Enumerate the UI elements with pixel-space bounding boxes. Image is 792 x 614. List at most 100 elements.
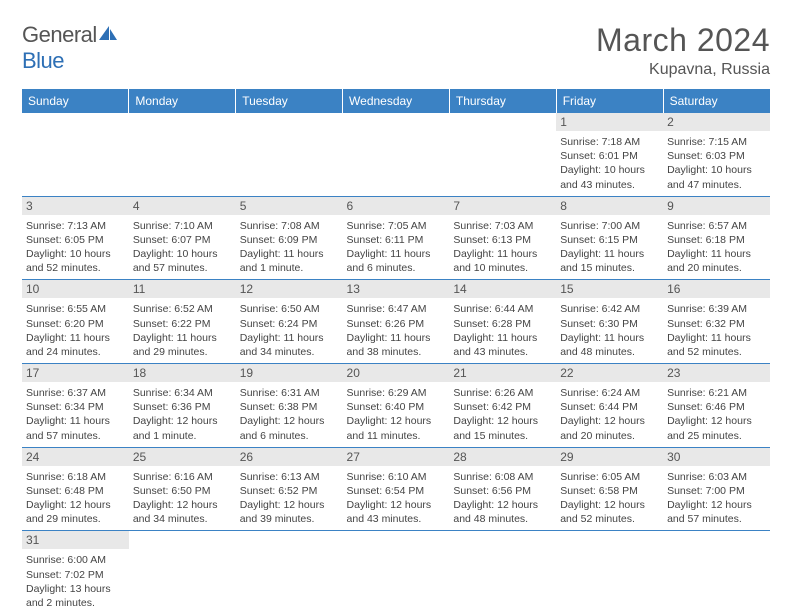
sunset-text: Sunset: 6:26 PM (347, 317, 446, 331)
weekday-header: Sunday (22, 89, 129, 113)
sunset-text: Sunset: 6:56 PM (453, 484, 552, 498)
day-number (129, 113, 236, 131)
calendar-day-cell: 19Sunrise: 6:31 AMSunset: 6:38 PMDayligh… (236, 364, 343, 448)
header: GeneralBlue March 2024 Kupavna, Russia (22, 22, 770, 79)
day-details: Sunrise: 7:15 AMSunset: 6:03 PMDaylight:… (663, 133, 770, 196)
sunset-text: Sunset: 6:32 PM (667, 317, 766, 331)
calendar-day-cell: 31Sunrise: 6:00 AMSunset: 7:02 PMDayligh… (22, 531, 129, 614)
day-number (343, 531, 450, 549)
daylight-text: Daylight: 11 hours and 6 minutes. (347, 247, 446, 275)
day-number (236, 531, 343, 549)
daylight-text: Daylight: 11 hours and 34 minutes. (240, 331, 339, 359)
day-details: Sunrise: 6:42 AMSunset: 6:30 PMDaylight:… (556, 300, 663, 363)
sunset-text: Sunset: 6:28 PM (453, 317, 552, 331)
sunrise-text: Sunrise: 6:34 AM (133, 386, 232, 400)
daylight-text: Daylight: 11 hours and 43 minutes. (453, 331, 552, 359)
daylight-text: Daylight: 11 hours and 38 minutes. (347, 331, 446, 359)
sunset-text: Sunset: 6:30 PM (560, 317, 659, 331)
calendar-day-cell: 22Sunrise: 6:24 AMSunset: 6:44 PMDayligh… (556, 364, 663, 448)
weekday-header: Tuesday (236, 89, 343, 113)
calendar-day-cell: 11Sunrise: 6:52 AMSunset: 6:22 PMDayligh… (129, 280, 236, 364)
daylight-text: Daylight: 13 hours and 2 minutes. (26, 582, 125, 610)
daylight-text: Daylight: 11 hours and 57 minutes. (26, 414, 125, 442)
calendar-day-cell (129, 531, 236, 614)
title-block: March 2024 Kupavna, Russia (596, 22, 770, 79)
day-number: 3 (22, 197, 129, 215)
day-details: Sunrise: 7:13 AMSunset: 6:05 PMDaylight:… (22, 217, 129, 280)
daylight-text: Daylight: 12 hours and 11 minutes. (347, 414, 446, 442)
calendar-day-cell: 23 Sunrise: 6:21 AMSunset: 6:46 PMDayligh… (663, 364, 770, 448)
day-number (663, 531, 770, 549)
calendar-day-cell (449, 113, 556, 196)
sunset-text: Sunset: 6:15 PM (560, 233, 659, 247)
day-number (449, 531, 556, 549)
calendar-week-row: 17Sunrise: 6:37 AMSunset: 6:34 PMDayligh… (22, 364, 770, 448)
day-number: 30 (663, 448, 770, 466)
day-details: Sunrise: 6:18 AMSunset: 6:48 PMDaylight:… (22, 468, 129, 531)
calendar-week-row: 10Sunrise: 6:55 AMSunset: 6:20 PMDayligh… (22, 280, 770, 364)
sunset-text: Sunset: 6:11 PM (347, 233, 446, 247)
day-number (449, 113, 556, 131)
sunset-text: Sunset: 6:48 PM (26, 484, 125, 498)
sunset-text: Sunset: 6:36 PM (133, 400, 232, 414)
sunset-text: Sunset: 7:00 PM (667, 484, 766, 498)
sunrise-text: Sunrise: 6:21 AM (667, 386, 766, 400)
sunset-text: Sunset: 6:05 PM (26, 233, 125, 247)
daylight-text: Daylight: 12 hours and 57 minutes. (667, 498, 766, 526)
calendar-day-cell: 18Sunrise: 6:34 AMSunset: 6:36 PMDayligh… (129, 364, 236, 448)
sunset-text: Sunset: 6:22 PM (133, 317, 232, 331)
calendar-day-cell (129, 113, 236, 196)
daylight-text: Daylight: 11 hours and 48 minutes. (560, 331, 659, 359)
day-number (22, 113, 129, 131)
day-details: Sunrise: 6:03 AMSunset: 7:00 PMDaylight:… (663, 468, 770, 531)
calendar-day-cell: 3 Sunrise: 7:13 AMSunset: 6:05 PMDaylight… (22, 196, 129, 280)
weekday-header: Thursday (449, 89, 556, 113)
day-number: 8 (556, 197, 663, 215)
day-number: 23 (663, 364, 770, 382)
sunrise-text: Sunrise: 6:42 AM (560, 302, 659, 316)
sunrise-text: Sunrise: 6:47 AM (347, 302, 446, 316)
calendar-day-cell: 13Sunrise: 6:47 AMSunset: 6:26 PMDayligh… (343, 280, 450, 364)
day-number: 11 (129, 280, 236, 298)
day-details: Sunrise: 6:57 AMSunset: 6:18 PMDaylight:… (663, 217, 770, 280)
sunrise-text: Sunrise: 6:31 AM (240, 386, 339, 400)
daylight-text: Daylight: 11 hours and 24 minutes. (26, 331, 125, 359)
day-details: Sunrise: 6:21 AMSunset: 6:46 PMDaylight:… (663, 384, 770, 447)
calendar-day-cell (343, 531, 450, 614)
sunrise-text: Sunrise: 6:08 AM (453, 470, 552, 484)
calendar-day-cell: 5Sunrise: 7:08 AMSunset: 6:09 PMDaylight… (236, 196, 343, 280)
day-number: 2 (663, 113, 770, 131)
logo: GeneralBlue (22, 22, 119, 74)
daylight-text: Daylight: 10 hours and 47 minutes. (667, 163, 766, 191)
logo-text-2: Blue (22, 48, 64, 73)
calendar-table: SundayMondayTuesdayWednesdayThursdayFrid… (22, 89, 770, 614)
calendar-day-cell: 6Sunrise: 7:05 AMSunset: 6:11 PMDaylight… (343, 196, 450, 280)
day-number (236, 113, 343, 131)
sunrise-text: Sunrise: 6:57 AM (667, 219, 766, 233)
calendar-day-cell (22, 113, 129, 196)
day-details: Sunrise: 6:47 AMSunset: 6:26 PMDaylight:… (343, 300, 450, 363)
day-details: Sunrise: 7:18 AMSunset: 6:01 PMDaylight:… (556, 133, 663, 196)
sunrise-text: Sunrise: 6:52 AM (133, 302, 232, 316)
weekday-header: Friday (556, 89, 663, 113)
day-number: 12 (236, 280, 343, 298)
calendar-day-cell: 29Sunrise: 6:05 AMSunset: 6:58 PMDayligh… (556, 447, 663, 531)
sunset-text: Sunset: 6:54 PM (347, 484, 446, 498)
sunset-text: Sunset: 6:46 PM (667, 400, 766, 414)
calendar-header-row: SundayMondayTuesdayWednesdayThursdayFrid… (22, 89, 770, 113)
calendar-day-cell (663, 531, 770, 614)
day-number: 19 (236, 364, 343, 382)
day-details: Sunrise: 6:55 AMSunset: 6:20 PMDaylight:… (22, 300, 129, 363)
daylight-text: Daylight: 12 hours and 34 minutes. (133, 498, 232, 526)
weekday-header: Wednesday (343, 89, 450, 113)
sunset-text: Sunset: 6:50 PM (133, 484, 232, 498)
day-details: Sunrise: 6:50 AMSunset: 6:24 PMDaylight:… (236, 300, 343, 363)
calendar-day-cell: 7Sunrise: 7:03 AMSunset: 6:13 PMDaylight… (449, 196, 556, 280)
sail-icon (97, 22, 119, 48)
day-number: 27 (343, 448, 450, 466)
daylight-text: Daylight: 12 hours and 48 minutes. (453, 498, 552, 526)
daylight-text: Daylight: 12 hours and 43 minutes. (347, 498, 446, 526)
day-number: 5 (236, 197, 343, 215)
calendar-day-cell (343, 113, 450, 196)
sunrise-text: Sunrise: 6:55 AM (26, 302, 125, 316)
